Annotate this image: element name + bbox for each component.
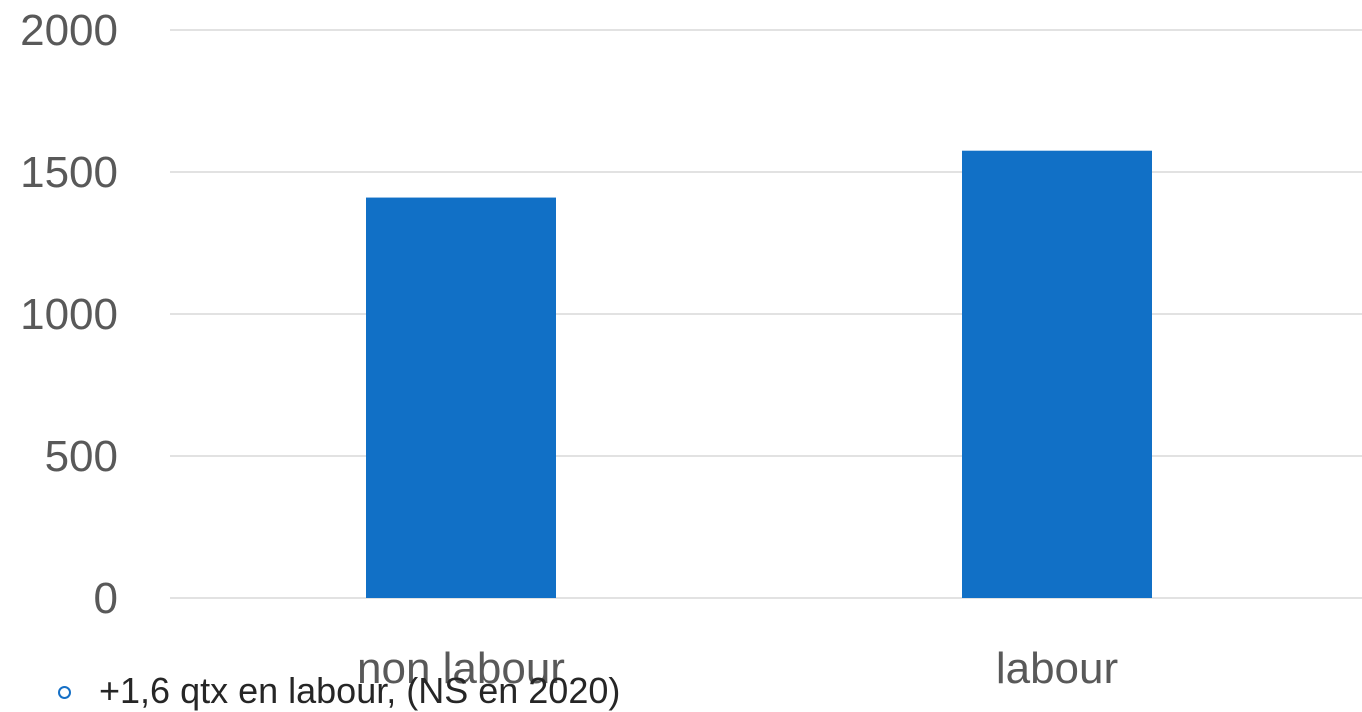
bullet-icon <box>58 685 71 699</box>
x-category-label: non labour <box>357 644 565 693</box>
bars <box>366 150 1152 598</box>
footnote: +1,6 qtx en labour, (NS en 2020) <box>58 670 620 712</box>
footnote-text: +1,6 qtx en labour, (NS en 2020) <box>99 670 621 711</box>
x-category-label: labour <box>996 644 1118 693</box>
y-axis-ticks: 0 500 1000 1500 2000 <box>20 6 118 623</box>
y-tick-label: 1500 <box>20 148 118 197</box>
gridlines <box>170 29 1362 599</box>
x-axis-categories: non labour labour <box>357 644 1118 693</box>
y-tick-label: 1000 <box>20 290 118 339</box>
y-tick-label: 2000 <box>20 6 118 55</box>
y-tick-label: 0 <box>94 574 118 623</box>
y-tick-label: 500 <box>45 432 118 481</box>
bar <box>366 197 556 598</box>
bar <box>962 150 1152 598</box>
